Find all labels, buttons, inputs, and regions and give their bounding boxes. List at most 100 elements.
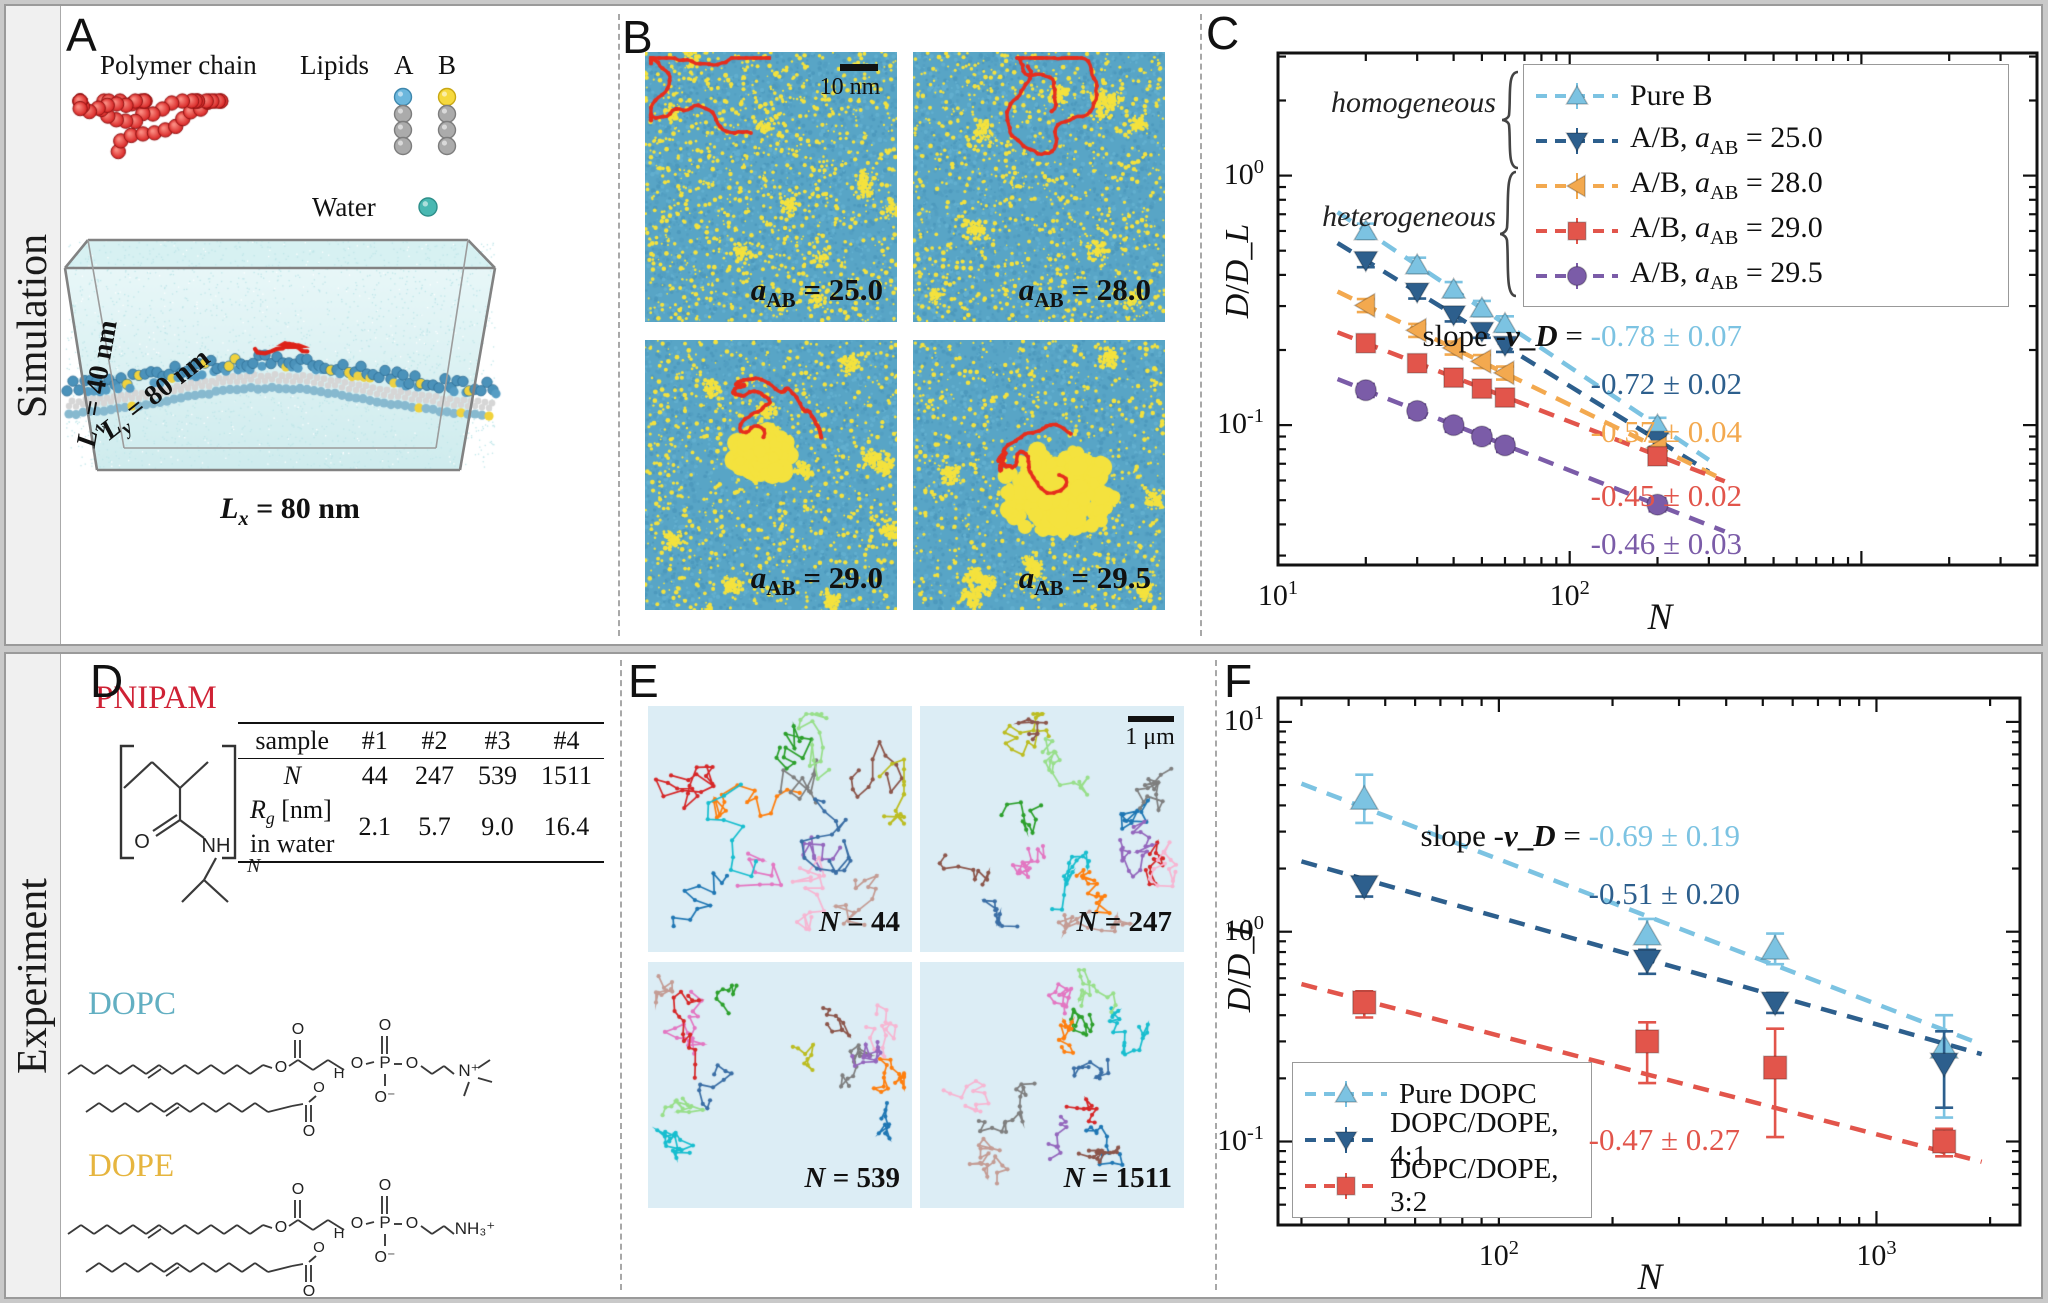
legend-entry-label: A/B, aAB = 29.5 [1630,256,1823,294]
lipid-b-label: B [438,50,457,80]
legend-entry: A/B, aAB = 29.5 [1534,253,1998,298]
data-point-marker [1336,1176,1356,1196]
legend-entry-label: DOPC/DOPE, 3:2 [1390,1153,1559,1218]
slope-annotation: -0.72 ± 0.02 [1591,366,1742,402]
x-tick-label: 103 [1856,1237,1897,1272]
table-row: N 44 247 539 1511 [238,759,604,794]
dopc-name: DOPC [88,986,177,1022]
dope-name: DOPE [88,1148,175,1184]
n247-label: N = 247 [1076,906,1172,938]
legend-entry: DOPC/DOPE, 3:2 [1303,1153,1581,1218]
panel-letter-a: A [66,9,97,61]
snapshot-aab-295 [913,340,1165,610]
b-scalebar [840,64,878,71]
n-value-3: 539 [477,761,517,790]
trajectories-n247 [920,706,1184,952]
x-axis-label: N [1647,597,1673,638]
y-tick-label: 10-1 [1217,405,1264,441]
panel-letter-b: B [622,11,653,63]
experiment-strip: Experiment [6,654,61,1297]
legend-marker-glyph [1305,1127,1381,1153]
n539-label: N = 539 [804,1162,900,1194]
slope-value: -0.46 ± 0.03 [1590,526,1742,561]
panel-letter-c: C [1206,7,1240,59]
divider-e-f [1215,660,1217,1290]
table-header-2: #2 [421,726,448,755]
legend-entry-label: A/B, aAB = 28.0 [1630,166,1823,204]
polymer-chain-illustration [68,88,303,218]
legend-F: Pure DOPC DOPC/DOPE, 4:1 DOPC/DOPE, 3:2 [1292,1062,1592,1218]
pnipam-name: PNIPAM [95,680,217,716]
y-tick-label: 101 [1223,701,1264,737]
y-axis-label: D/D_L [1221,917,1258,1013]
b-scalebar-label: 10 nm [819,74,881,100]
table-header-sample: sample [255,726,330,755]
table-header-1: #1 [361,726,388,755]
trajectories-n44 [648,706,912,952]
y-tick-label: 100 [1223,155,1264,191]
slope-annotation: -0.46 ± 0.03 [1591,526,1742,562]
slope-value: -0.45 ± 0.02 [1590,478,1742,513]
legend-entry: A/B, aAB = 28.0 [1534,163,1998,208]
simulation-box-illustration [55,235,505,475]
slope-value: -0.69 ± 0.19 [1588,818,1740,853]
sample-table: sample #1 #2 #3 #4 N 44 247 539 1511 Rg … [238,722,605,863]
group-label-heterogeneous: heterogeneous [1322,200,1496,233]
rg-value-3: 9.0 [481,812,514,842]
divider-b-c [1200,14,1202,636]
x-tick-label: 102 [1478,1237,1519,1272]
legend-entry-label: A/B, aAB = 29.0 [1630,211,1823,249]
n-value-4: 1511 [540,761,593,790]
divider-d-e [620,660,622,1290]
group-label-homogeneous: homogeneous [1331,86,1496,119]
slope-value: -0.57 ± 0.04 [1590,414,1742,449]
n-value-2: 247 [414,761,454,790]
table-header-3: #3 [484,726,511,755]
lipids-label: Lipids [300,50,370,80]
data-point-marker [1567,220,1587,241]
aab-28-label: aAB = 28.0 [1018,272,1151,313]
slope-value: -0.78 ± 0.07 [1590,318,1742,353]
panel-letter-e: E [628,655,659,707]
slope-annotation: slope -ν_D = -0.78 ± 0.07 [1422,318,1743,353]
slope-value: -0.72 ± 0.02 [1590,366,1742,401]
rg-value-1: 2.1 [358,812,391,842]
table-row-rg-label: Rg [nm] in water [250,795,335,859]
divider-a-b [618,14,620,636]
aab-29-label: aAB = 29.0 [750,560,883,601]
table-row-n-label: N [283,761,301,790]
e-scalebar [1128,716,1174,722]
panel-letter-d: D [90,655,124,707]
legend-entry: A/B, aAB = 29.0 [1534,208,1998,253]
slope-annotation: -0.45 ± 0.02 [1591,478,1742,514]
n-value-1: 44 [361,761,388,790]
n1511-label: N = 1511 [1063,1162,1172,1194]
table-header-4: #4 [553,726,580,755]
slope-annotation: -0.51 ± 0.20 [1589,876,1740,912]
snapshot-aab-28 [913,52,1165,322]
data-point-marker [1566,265,1588,286]
legend-marker-glyph [1536,82,1618,109]
panel-letter-f: F [1224,655,1253,707]
box-lx-label: Lx = 80 nm [220,492,360,530]
y-tick-label: 100 [1223,911,1264,947]
x-tick-label: 101 [1257,577,1299,612]
e-scalebar-label: 1 μm [1125,724,1175,750]
legend-entry-label: Pure B [1630,78,1713,112]
simulation-label: Simulation [10,233,56,419]
rg-value-2: 5.7 [418,812,451,842]
trajectories-n1511 [920,962,1184,1208]
aab-25-label: aAB = 25.0 [750,272,883,313]
n44-label: N = 44 [819,906,900,938]
table-row: Rg [nm] in water 2.1 5.7 9.0 16.4 [238,793,605,863]
water-label: Water [312,192,376,222]
legend-entry-label: Pure DOPC [1399,1077,1537,1110]
rg-value-4: 16.4 [543,812,590,842]
x-axis-label: N [1637,1257,1663,1298]
aab-295-label: aAB = 29.5 [1018,560,1151,601]
legend-marker-glyph [1536,127,1618,154]
slope-value: -0.47 ± 0.27 [1588,1122,1740,1157]
x-tick-label: 102 [1549,577,1590,612]
simulation-strip: Simulation [6,6,61,644]
